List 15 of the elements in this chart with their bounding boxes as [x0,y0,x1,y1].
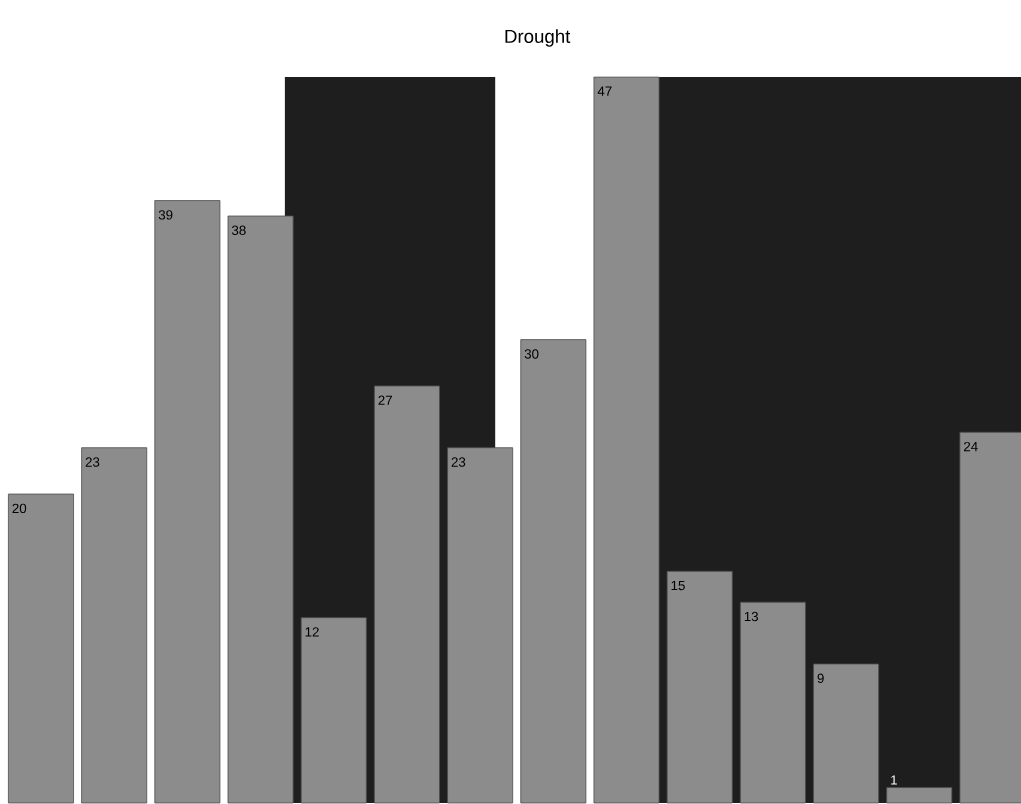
data-label: 27 [378,395,392,405]
data-label: 24 [963,441,978,452]
data-label: 12 [305,627,319,637]
data-label: 38 [231,225,246,236]
data-label: 15 [671,580,685,591]
data-label: 30 [524,349,539,359]
data-label: 23 [85,457,100,467]
data-label: 23 [451,457,466,467]
data-label: 20 [12,503,27,514]
data-label: 1 [891,775,897,785]
data-label: 13 [744,611,758,622]
chart-title: Drought [505,29,571,47]
data-label: 39 [158,210,173,220]
data-label: 47 [597,86,612,96]
data-label: 9 [817,673,824,684]
